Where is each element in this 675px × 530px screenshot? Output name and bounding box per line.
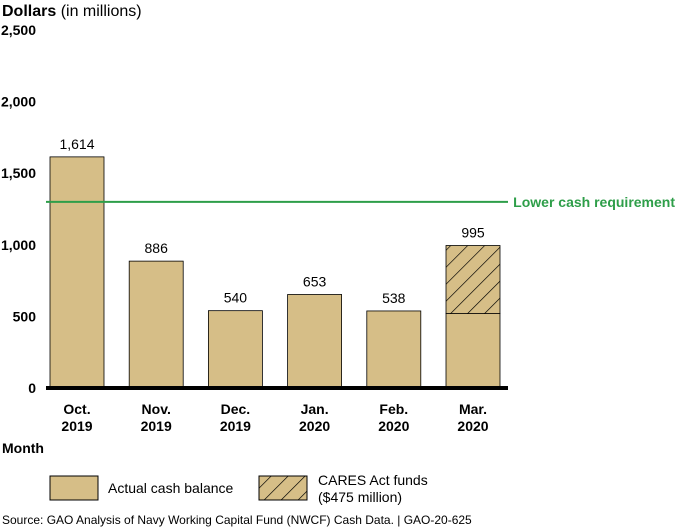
x-tick-label-month: Dec. xyxy=(221,401,251,417)
x-tick-label-year: 2020 xyxy=(378,418,409,434)
bars xyxy=(49,156,501,389)
data-label: 886 xyxy=(145,240,169,256)
x-tick-label-month: Mar. xyxy=(459,401,487,417)
y-tick-label: 2,000 xyxy=(1,94,36,110)
y-tick-label: 500 xyxy=(13,308,37,324)
x-tick-label-month: Feb. xyxy=(379,401,408,417)
bar-actual xyxy=(49,156,105,389)
y-axis-label: Dollars (in millions) xyxy=(2,3,142,20)
x-axis-categories: Oct.2019Nov.2019Dec.2019Jan.2020Feb.2020… xyxy=(61,401,488,434)
legend-label-cares-line1: CARES Act funds xyxy=(318,472,428,488)
x-tick-label-year: 2019 xyxy=(141,418,172,434)
y-tick-label: 2,500 xyxy=(1,22,36,38)
source-note: Source: GAO Analysis of Navy Working Cap… xyxy=(2,513,472,527)
data-label: 653 xyxy=(303,273,327,289)
x-tick-label-year: 2019 xyxy=(61,418,92,434)
x-tick-label-month: Oct. xyxy=(63,401,90,417)
legend-label-actual: Actual cash balance xyxy=(108,480,234,496)
legend-swatch-actual xyxy=(49,475,99,501)
data-label: 540 xyxy=(224,290,248,306)
reference-line-label: Lower cash requirement xyxy=(513,194,675,210)
data-label: 1,614 xyxy=(59,136,94,152)
bar-actual xyxy=(445,313,501,389)
x-tick-label-year: 2020 xyxy=(299,418,330,434)
legend-swatch-cares xyxy=(258,475,308,501)
x-tick-label-month: Jan. xyxy=(301,401,329,417)
bar-actual xyxy=(366,310,422,389)
y-tick-label: 1,000 xyxy=(1,237,36,253)
legend: Actual cash balance CARES Act funds ($47… xyxy=(49,472,428,505)
x-tick-label-year: 2020 xyxy=(457,418,488,434)
y-axis-label-unit: (in millions) xyxy=(56,3,141,20)
bar-actual xyxy=(287,294,343,389)
y-axis-label-main: Dollars xyxy=(2,3,56,20)
y-axis-ticks: 0 500 1,000 1,500 2,000 2,500 xyxy=(1,22,36,396)
bar-actual xyxy=(207,310,263,389)
data-label: 995 xyxy=(461,225,485,241)
x-tick-label-month: Nov. xyxy=(142,401,171,417)
y-tick-label: 1,500 xyxy=(1,165,36,181)
legend-label-cares-line2: ($475 million) xyxy=(318,489,402,505)
bar-cares xyxy=(445,245,501,314)
y-tick-label: 0 xyxy=(28,380,36,396)
x-axis-label: Month xyxy=(2,440,44,456)
data-label: 538 xyxy=(382,290,406,306)
x-tick-label-year: 2019 xyxy=(220,418,251,434)
data-labels: 1,614 886 540 653 538 995 xyxy=(59,136,484,306)
reference-line-group: Lower cash requirement xyxy=(46,194,675,210)
bar-actual xyxy=(128,260,184,389)
